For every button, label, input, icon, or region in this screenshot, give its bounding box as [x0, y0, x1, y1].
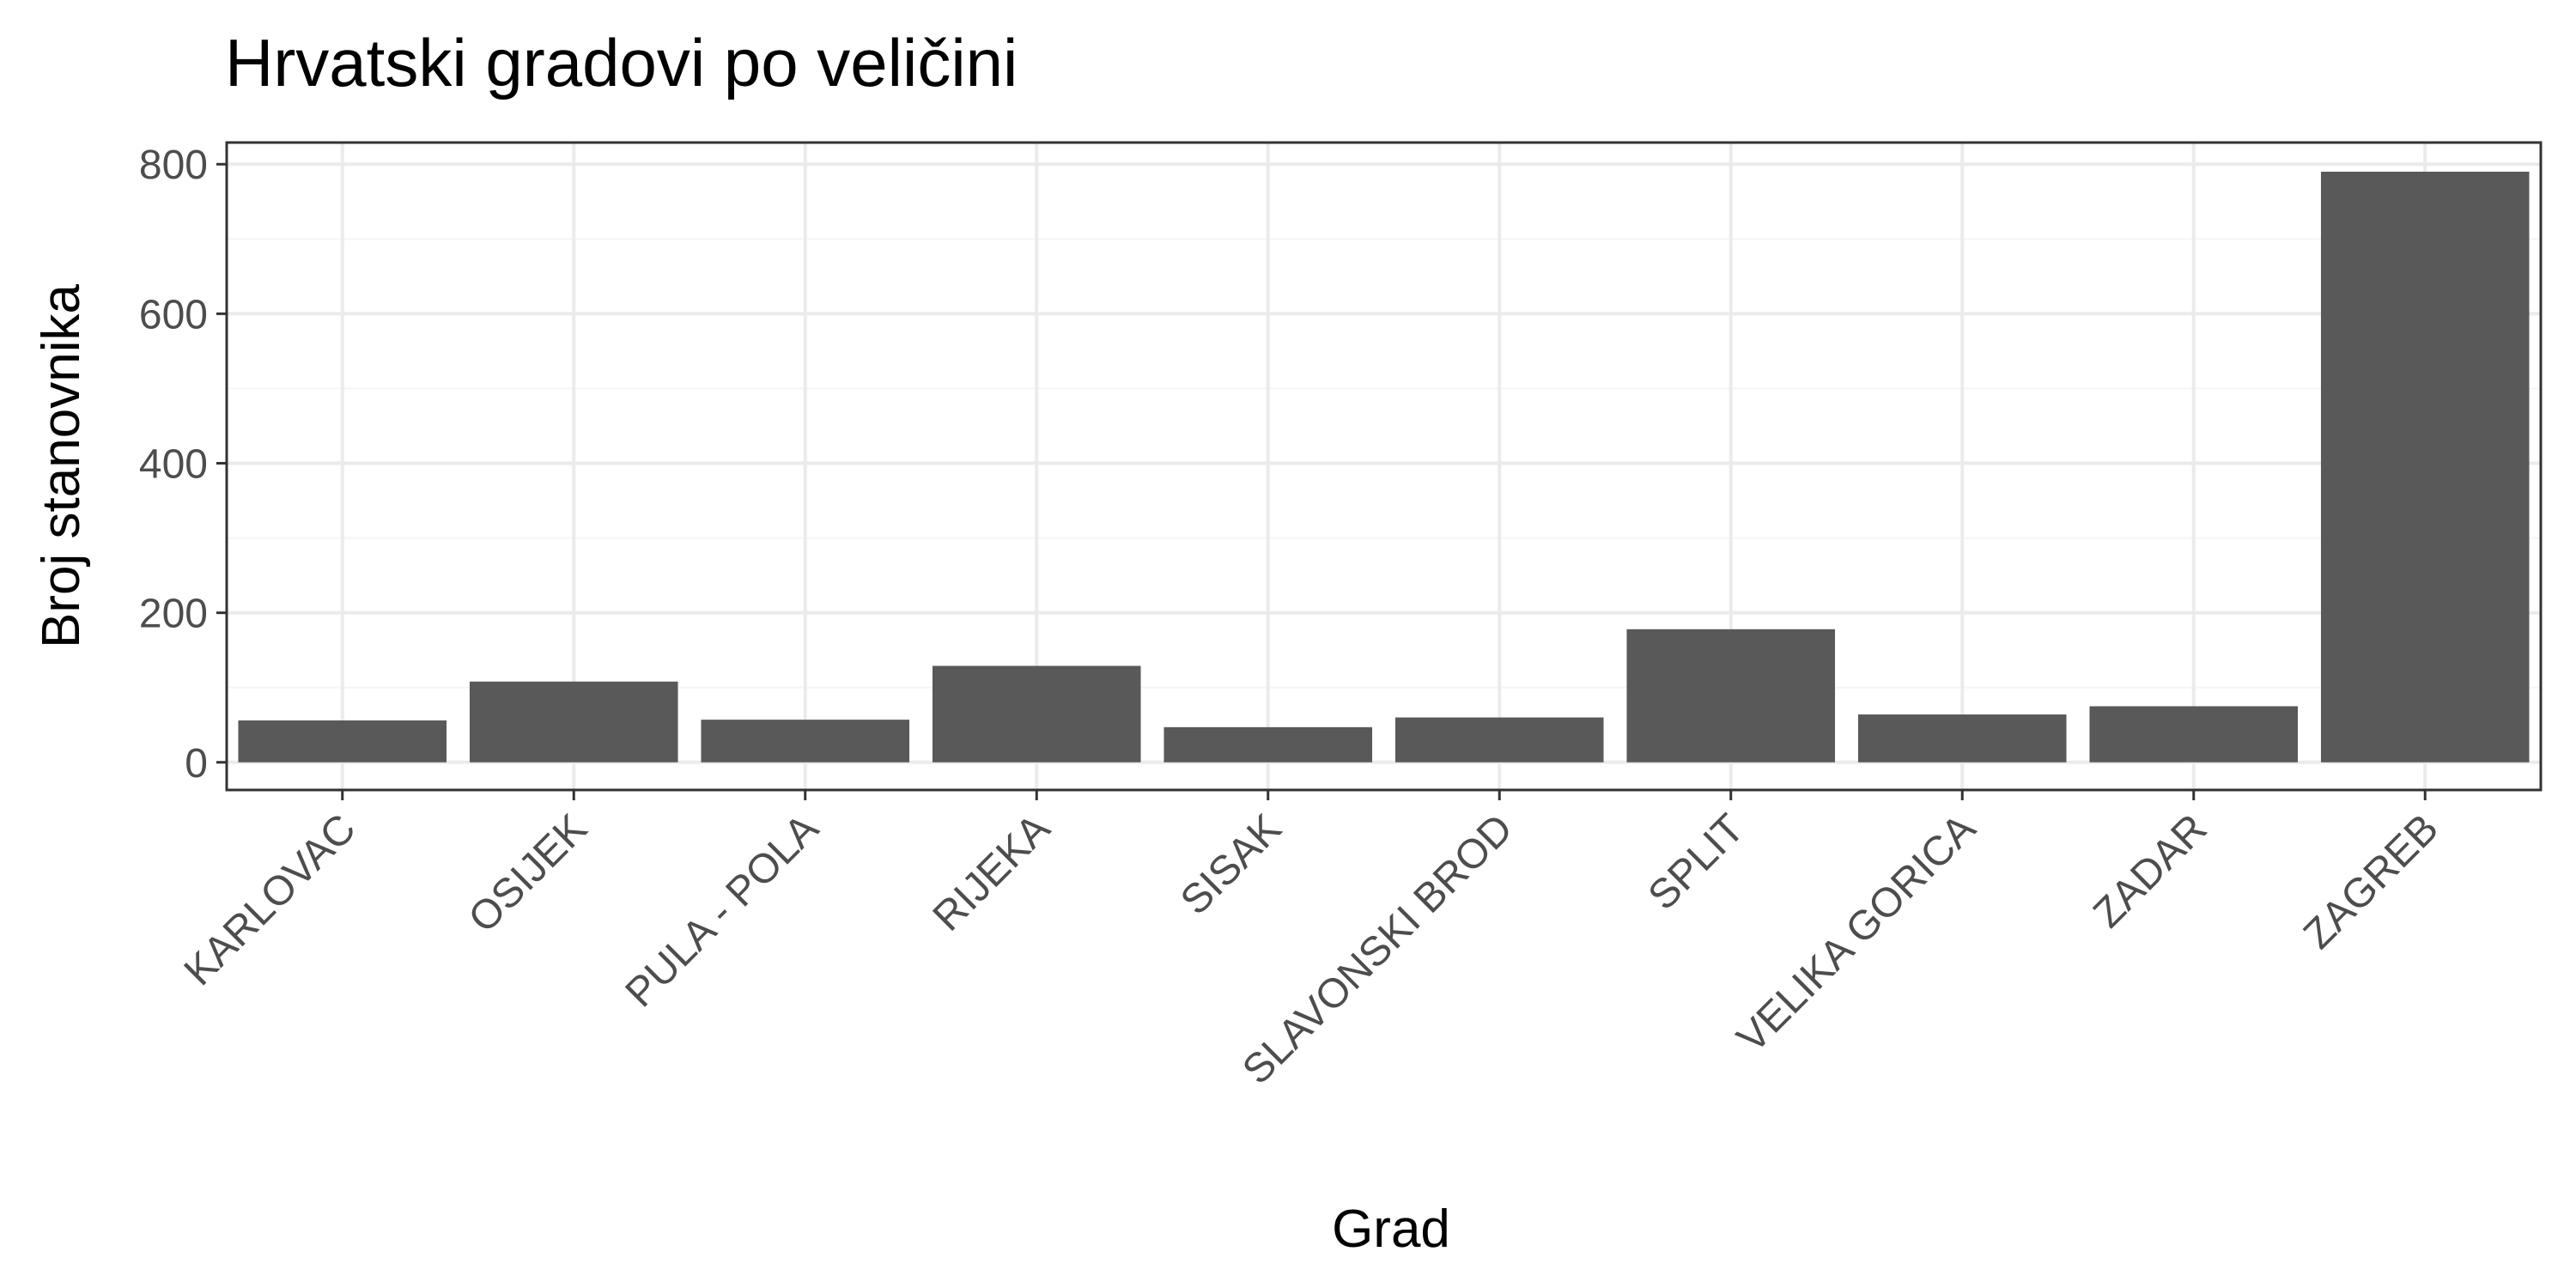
y-axis-title: Broj stanovnika [32, 284, 91, 648]
bar-sisak [1163, 726, 1373, 762]
grid-lines [227, 143, 2541, 790]
bar-slavonski-brod [1394, 717, 1604, 762]
bar-zagreb [2320, 171, 2530, 762]
bar-karlovac [238, 720, 447, 762]
panel-border [225, 141, 2543, 792]
y-tick-label: 200 [139, 592, 208, 637]
y-tick-label: 800 [139, 143, 208, 188]
bar-velika-gorica [1857, 714, 2067, 762]
bar-osijek [469, 681, 678, 762]
y-tick-label: 600 [139, 292, 208, 337]
y-tick-label: 400 [139, 442, 208, 488]
bar-rijeka [932, 665, 1141, 762]
bars [238, 171, 2530, 762]
chart-title: Hrvatski gradovi po veličini [225, 25, 1018, 100]
bar-split [1626, 629, 1836, 762]
bar-pula-pola [701, 720, 910, 762]
y-tick-label: 0 [185, 741, 208, 787]
bar-zadar [2089, 706, 2299, 762]
x-axis-title: Grad [1332, 1200, 1450, 1259]
y-axis: 0 200 400 600 800 [139, 143, 227, 787]
